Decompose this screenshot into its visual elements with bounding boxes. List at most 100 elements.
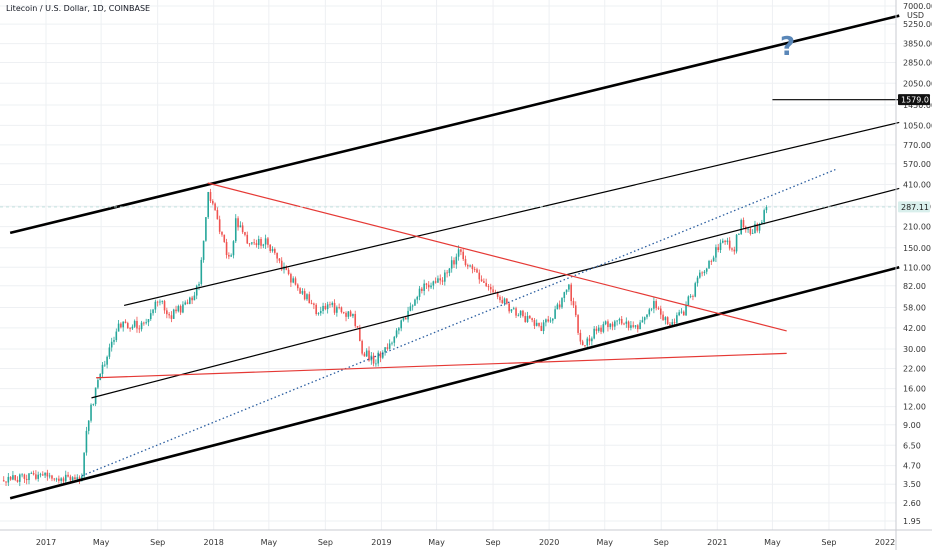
candle-down	[2, 476, 5, 482]
candle-down	[515, 306, 517, 318]
x-tick-label: May	[764, 538, 781, 547]
candle-up	[517, 313, 520, 317]
candle-up	[423, 279, 425, 296]
candle-up	[597, 324, 600, 333]
candle-down	[214, 202, 216, 211]
candle-down	[584, 345, 586, 348]
candle-up	[591, 336, 593, 346]
candle-up	[634, 324, 637, 329]
candle-up	[526, 311, 529, 323]
candle-up	[708, 259, 710, 269]
candle-down	[724, 239, 726, 245]
candle-up	[618, 317, 621, 325]
candle-down	[386, 343, 389, 351]
candle-up	[184, 300, 187, 306]
x-tick-label: May	[261, 538, 278, 547]
y-tick-label: 2050.00	[903, 79, 932, 88]
candle-up	[685, 301, 687, 317]
y-tick-label: 770.00	[903, 141, 931, 150]
candle-up	[182, 301, 184, 314]
candle-up	[39, 472, 42, 478]
candle-up	[55, 477, 58, 482]
candle-up	[687, 295, 690, 306]
candle-up	[542, 319, 545, 335]
candle-down	[657, 306, 660, 311]
candle-down	[379, 351, 382, 363]
inner-upper-channel-line[interactable]	[123, 121, 900, 307]
candle-up	[763, 208, 765, 225]
candle-down	[211, 199, 214, 206]
candle-up	[140, 320, 143, 332]
candle-up	[430, 282, 432, 290]
candle-down	[473, 266, 476, 273]
candle-up	[202, 240, 205, 263]
candle-up	[450, 256, 453, 273]
candle-down	[299, 287, 301, 294]
y-tick-label: 22.00	[903, 365, 926, 374]
candle-down	[441, 277, 444, 286]
candle-up	[87, 420, 90, 435]
red-descending-resistance[interactable]	[207, 182, 787, 332]
candle-down	[531, 317, 533, 323]
candle-up	[554, 305, 556, 320]
candle-down	[538, 322, 540, 328]
candle-up	[230, 253, 232, 258]
candle-down	[439, 274, 442, 285]
candle-up	[145, 318, 147, 325]
candle-up	[30, 471, 33, 474]
candle-down	[636, 324, 639, 333]
y-tick-label: 150.00	[903, 244, 931, 253]
candle-down	[356, 325, 359, 329]
candle-down	[241, 222, 244, 234]
candle-down	[280, 257, 283, 272]
red-support-line[interactable]	[96, 352, 787, 379]
candle-down	[32, 470, 35, 476]
candle-up	[437, 275, 439, 284]
candle-up	[705, 267, 708, 275]
candle-down	[540, 322, 543, 332]
candle-down	[434, 277, 437, 284]
y-tick-label: 1.95	[903, 517, 921, 526]
candle-down	[547, 315, 550, 323]
candle-up	[400, 319, 402, 332]
dotted-trend-line[interactable]	[81, 168, 836, 477]
inner-lower-channel-line[interactable]	[91, 187, 900, 399]
candle-down	[225, 238, 228, 259]
candle-up	[104, 360, 106, 367]
candle-down	[246, 231, 249, 245]
y-tick-label: 42.00	[903, 324, 926, 333]
candle-down	[492, 285, 494, 294]
candle-up	[117, 319, 120, 332]
candle-down	[701, 271, 703, 277]
candle-up	[12, 470, 14, 481]
candle-up	[113, 336, 115, 345]
lower-channel-line[interactable]	[9, 266, 900, 500]
candle-up	[418, 285, 421, 301]
candle-down	[163, 299, 166, 314]
candle-up	[110, 337, 113, 352]
candle-up	[85, 426, 88, 456]
candle-down	[16, 476, 19, 483]
candle-down	[340, 306, 343, 314]
candle-down	[717, 243, 720, 253]
upper-channel-line[interactable]	[9, 14, 900, 235]
candle-up	[133, 319, 136, 328]
y-tick-label: 7000.00	[903, 2, 932, 11]
candle-down	[221, 231, 223, 237]
candle-down	[404, 316, 407, 320]
candle-down	[294, 276, 297, 286]
x-tick-label: 2019	[371, 538, 391, 547]
candle-down	[529, 315, 531, 319]
candle-down	[446, 269, 448, 278]
candle-up	[650, 308, 653, 312]
candle-up	[336, 305, 338, 317]
y-tick-label: 9.00	[903, 421, 921, 430]
candle-up	[551, 318, 554, 324]
candle-up	[365, 348, 368, 357]
candle-up	[44, 472, 46, 478]
candle-up	[726, 237, 729, 245]
candle-down	[756, 222, 759, 233]
candle-up	[689, 293, 692, 299]
candle-down	[244, 231, 246, 237]
